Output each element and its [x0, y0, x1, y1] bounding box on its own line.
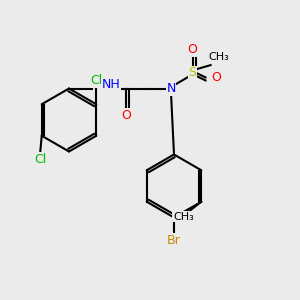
Text: NH: NH: [102, 77, 121, 91]
Text: S: S: [189, 66, 196, 80]
Text: Cl: Cl: [90, 74, 102, 87]
Text: O: O: [188, 43, 197, 56]
Text: O: O: [121, 109, 131, 122]
Text: CH₃: CH₃: [208, 52, 229, 62]
Text: O: O: [212, 71, 221, 84]
Text: Cl: Cl: [34, 153, 46, 166]
Text: N: N: [166, 82, 176, 95]
Text: CH₃: CH₃: [173, 212, 194, 222]
Text: Br: Br: [167, 233, 181, 247]
